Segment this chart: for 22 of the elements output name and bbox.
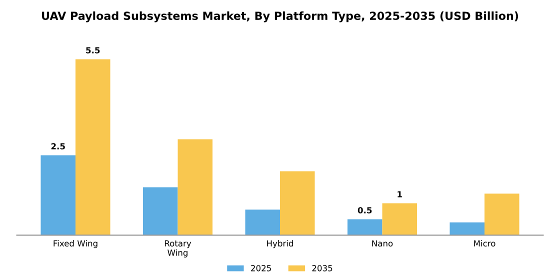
bar — [382, 203, 418, 236]
x-tick-label: Micro — [474, 240, 496, 247]
bar — [280, 171, 315, 236]
bar — [484, 194, 520, 236]
data-label: 5.5 — [86, 47, 100, 54]
x-tick-label: Hybrid — [267, 240, 293, 248]
x-tick-label: Fixed Wing — [54, 240, 98, 248]
bar — [178, 139, 213, 236]
bar — [245, 210, 280, 236]
bar — [347, 219, 382, 236]
chart-title: UAV Payload Subsystems Market, By Platform Type, 2025-2035 (USD Billion) — [42, 11, 518, 22]
bar — [142, 187, 178, 236]
bar — [75, 59, 110, 236]
legend-label: 2035 — [312, 265, 332, 272]
legend-label: 2025 — [251, 265, 271, 272]
x-tick-label: Rotary Wing — [164, 240, 192, 258]
data-label: 2.5 — [51, 143, 65, 150]
bar — [450, 222, 485, 236]
data-label: 1 — [398, 191, 402, 198]
x-tick-label: Nano — [372, 240, 393, 247]
bar — [40, 155, 76, 236]
data-label: 0.5 — [358, 207, 372, 214]
